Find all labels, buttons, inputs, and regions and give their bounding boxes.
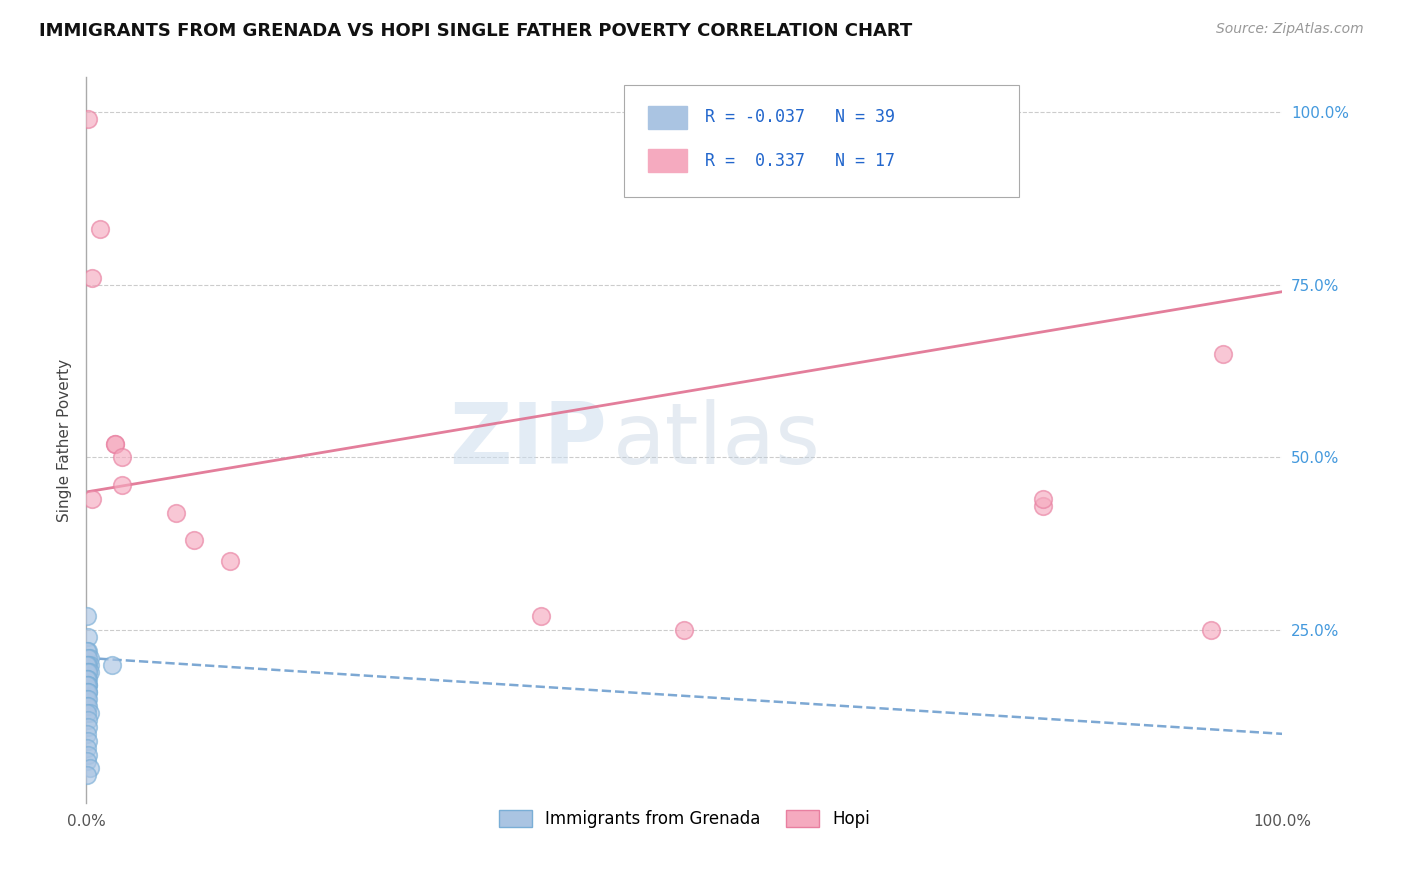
Bar xyxy=(648,106,686,129)
Legend: Immigrants from Grenada, Hopi: Immigrants from Grenada, Hopi xyxy=(492,803,877,835)
Y-axis label: Single Father Poverty: Single Father Poverty xyxy=(58,359,72,522)
Point xyxy=(530,609,553,624)
FancyBboxPatch shape xyxy=(624,85,1019,197)
Point xyxy=(80,491,103,506)
Text: IMMIGRANTS FROM GRENADA VS HOPI SINGLE FATHER POVERTY CORRELATION CHART: IMMIGRANTS FROM GRENADA VS HOPI SINGLE F… xyxy=(39,22,912,40)
Point xyxy=(77,651,100,665)
Point xyxy=(77,699,100,714)
Point xyxy=(104,436,127,450)
Point xyxy=(77,657,100,672)
Point xyxy=(76,672,98,686)
Text: ZIP: ZIP xyxy=(449,399,606,482)
Point xyxy=(77,678,100,692)
Point xyxy=(76,665,98,679)
Point xyxy=(76,609,98,624)
Point xyxy=(77,685,100,699)
Point xyxy=(1212,347,1234,361)
Point xyxy=(77,112,100,126)
Text: atlas: atlas xyxy=(613,399,821,482)
Point xyxy=(76,657,98,672)
Point xyxy=(89,222,111,236)
Point xyxy=(77,672,100,686)
Text: R = -0.037   N = 39: R = -0.037 N = 39 xyxy=(704,108,894,127)
Point xyxy=(76,672,98,686)
Point xyxy=(673,624,696,638)
Point xyxy=(1032,499,1054,513)
Point xyxy=(76,685,98,699)
Point xyxy=(76,692,98,706)
Point xyxy=(111,450,134,465)
Point xyxy=(77,630,100,644)
Text: Source: ZipAtlas.com: Source: ZipAtlas.com xyxy=(1216,22,1364,37)
Point xyxy=(101,657,124,672)
Point xyxy=(79,706,101,720)
Point xyxy=(76,706,98,720)
Point xyxy=(77,720,100,734)
Point xyxy=(76,657,98,672)
Point xyxy=(80,270,103,285)
Point xyxy=(77,692,100,706)
Point xyxy=(1199,624,1222,638)
Point xyxy=(77,747,100,762)
Point xyxy=(76,644,98,658)
Point xyxy=(79,657,101,672)
Point xyxy=(76,768,98,782)
Point xyxy=(111,478,134,492)
Point xyxy=(77,678,100,692)
Point xyxy=(183,533,205,548)
Point xyxy=(76,727,98,741)
Point xyxy=(165,506,187,520)
Point xyxy=(76,740,98,755)
Point xyxy=(79,665,101,679)
Point xyxy=(77,665,100,679)
Point xyxy=(77,644,100,658)
Point xyxy=(79,761,101,775)
Point xyxy=(79,651,101,665)
Point xyxy=(77,713,100,727)
Point xyxy=(77,685,100,699)
Point xyxy=(77,733,100,747)
Point xyxy=(76,699,98,714)
Point xyxy=(1032,491,1054,506)
Point xyxy=(76,755,98,769)
Point xyxy=(218,554,240,568)
Point xyxy=(76,678,98,692)
Point xyxy=(104,436,127,450)
Bar xyxy=(648,149,686,172)
Text: R =  0.337   N = 17: R = 0.337 N = 17 xyxy=(704,152,894,169)
Point xyxy=(77,665,100,679)
